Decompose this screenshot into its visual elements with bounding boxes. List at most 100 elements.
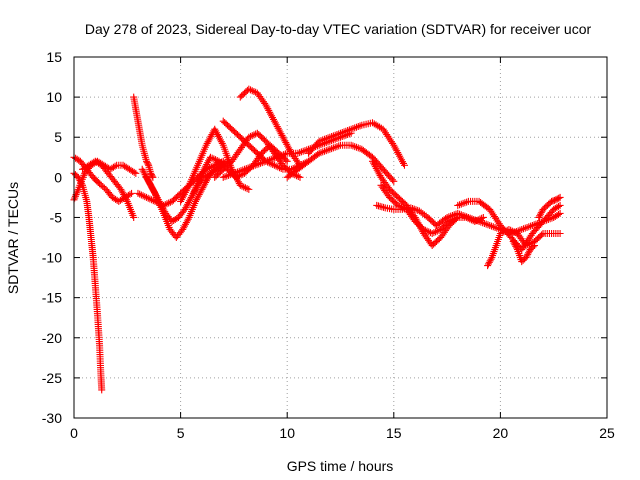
data-point	[216, 136, 224, 144]
data-point	[329, 132, 337, 140]
data-point	[267, 110, 275, 118]
data-point	[479, 213, 487, 221]
data-point	[247, 86, 255, 94]
data-point	[521, 224, 529, 232]
data-point	[247, 132, 255, 140]
data-point	[335, 130, 343, 138]
data-point	[142, 193, 150, 201]
y-tick-label: 10	[46, 89, 62, 105]
data-point	[139, 167, 147, 175]
data-point	[461, 199, 469, 207]
plot-frame	[73, 56, 608, 419]
data-point	[480, 219, 488, 227]
data-point	[146, 180, 154, 188]
data-point	[329, 144, 337, 152]
data-point	[272, 162, 280, 170]
data-point	[461, 212, 469, 220]
data-point	[505, 225, 513, 233]
data-point	[147, 182, 155, 190]
data-point	[269, 160, 277, 168]
data-point	[184, 183, 192, 191]
data-point	[208, 154, 216, 162]
data-point	[473, 217, 481, 225]
data-point	[236, 181, 244, 189]
x-tick-label: 15	[386, 425, 402, 441]
data-point	[144, 160, 152, 168]
data-point	[265, 156, 273, 164]
data-point	[137, 191, 145, 199]
data-point	[130, 213, 138, 221]
data-point	[531, 242, 539, 250]
data-point	[282, 156, 290, 164]
y-tick-label: -25	[42, 370, 62, 386]
data-point	[144, 194, 152, 202]
data-point	[556, 209, 564, 217]
data-point	[484, 260, 492, 268]
data-point	[277, 165, 285, 173]
series-track-drop-early	[70, 169, 106, 394]
data-point	[274, 163, 282, 171]
data-point	[390, 177, 398, 185]
data-point	[489, 223, 497, 231]
data-point	[493, 216, 501, 224]
data-point	[326, 133, 334, 141]
data-point	[472, 216, 480, 224]
data-point	[130, 168, 138, 176]
data-point	[241, 184, 249, 192]
data-point	[161, 201, 169, 209]
data-point	[142, 173, 150, 181]
data-point	[145, 179, 153, 187]
data-point	[324, 146, 332, 154]
data-point	[356, 122, 364, 130]
series-track-mid-peak-a	[177, 125, 253, 205]
data-point	[371, 163, 379, 171]
data-point	[459, 199, 467, 207]
data-point	[122, 196, 130, 204]
data-point	[148, 172, 156, 180]
data-point	[234, 178, 242, 186]
data-point	[432, 228, 440, 236]
data-point	[489, 211, 497, 219]
data-point	[368, 157, 376, 165]
data-point	[273, 123, 281, 131]
data-point	[111, 162, 119, 170]
data-point	[181, 188, 189, 196]
data-point	[269, 155, 277, 163]
data-point	[270, 161, 278, 169]
data-point	[479, 219, 487, 227]
data-point	[556, 193, 564, 201]
series-track-hump-12h-b	[305, 119, 408, 169]
data-point	[556, 229, 564, 237]
data-point	[433, 227, 441, 235]
data-point	[223, 172, 231, 180]
data-point	[140, 169, 148, 177]
data-point	[276, 128, 284, 136]
data-point	[301, 147, 309, 155]
data-point	[349, 142, 357, 150]
data-point	[218, 139, 226, 147]
data-point	[296, 149, 304, 157]
data-point	[98, 386, 106, 394]
data-point	[315, 137, 323, 145]
data-point	[275, 126, 283, 134]
data-point	[510, 239, 518, 247]
data-point	[213, 129, 221, 137]
data-point	[324, 134, 332, 142]
data-point	[203, 160, 211, 168]
data-point	[287, 147, 295, 155]
data-point	[211, 161, 219, 169]
data-point	[352, 143, 360, 151]
data-point	[493, 224, 501, 232]
data-point	[282, 139, 290, 147]
data-point	[262, 101, 270, 109]
data-point	[201, 164, 209, 172]
data-point	[215, 134, 223, 142]
data-point	[486, 205, 494, 213]
data-point	[338, 129, 346, 137]
data-point	[354, 144, 362, 152]
data-point	[271, 119, 279, 127]
data-point	[412, 206, 420, 214]
data-point	[386, 136, 394, 144]
data-point	[457, 200, 465, 208]
